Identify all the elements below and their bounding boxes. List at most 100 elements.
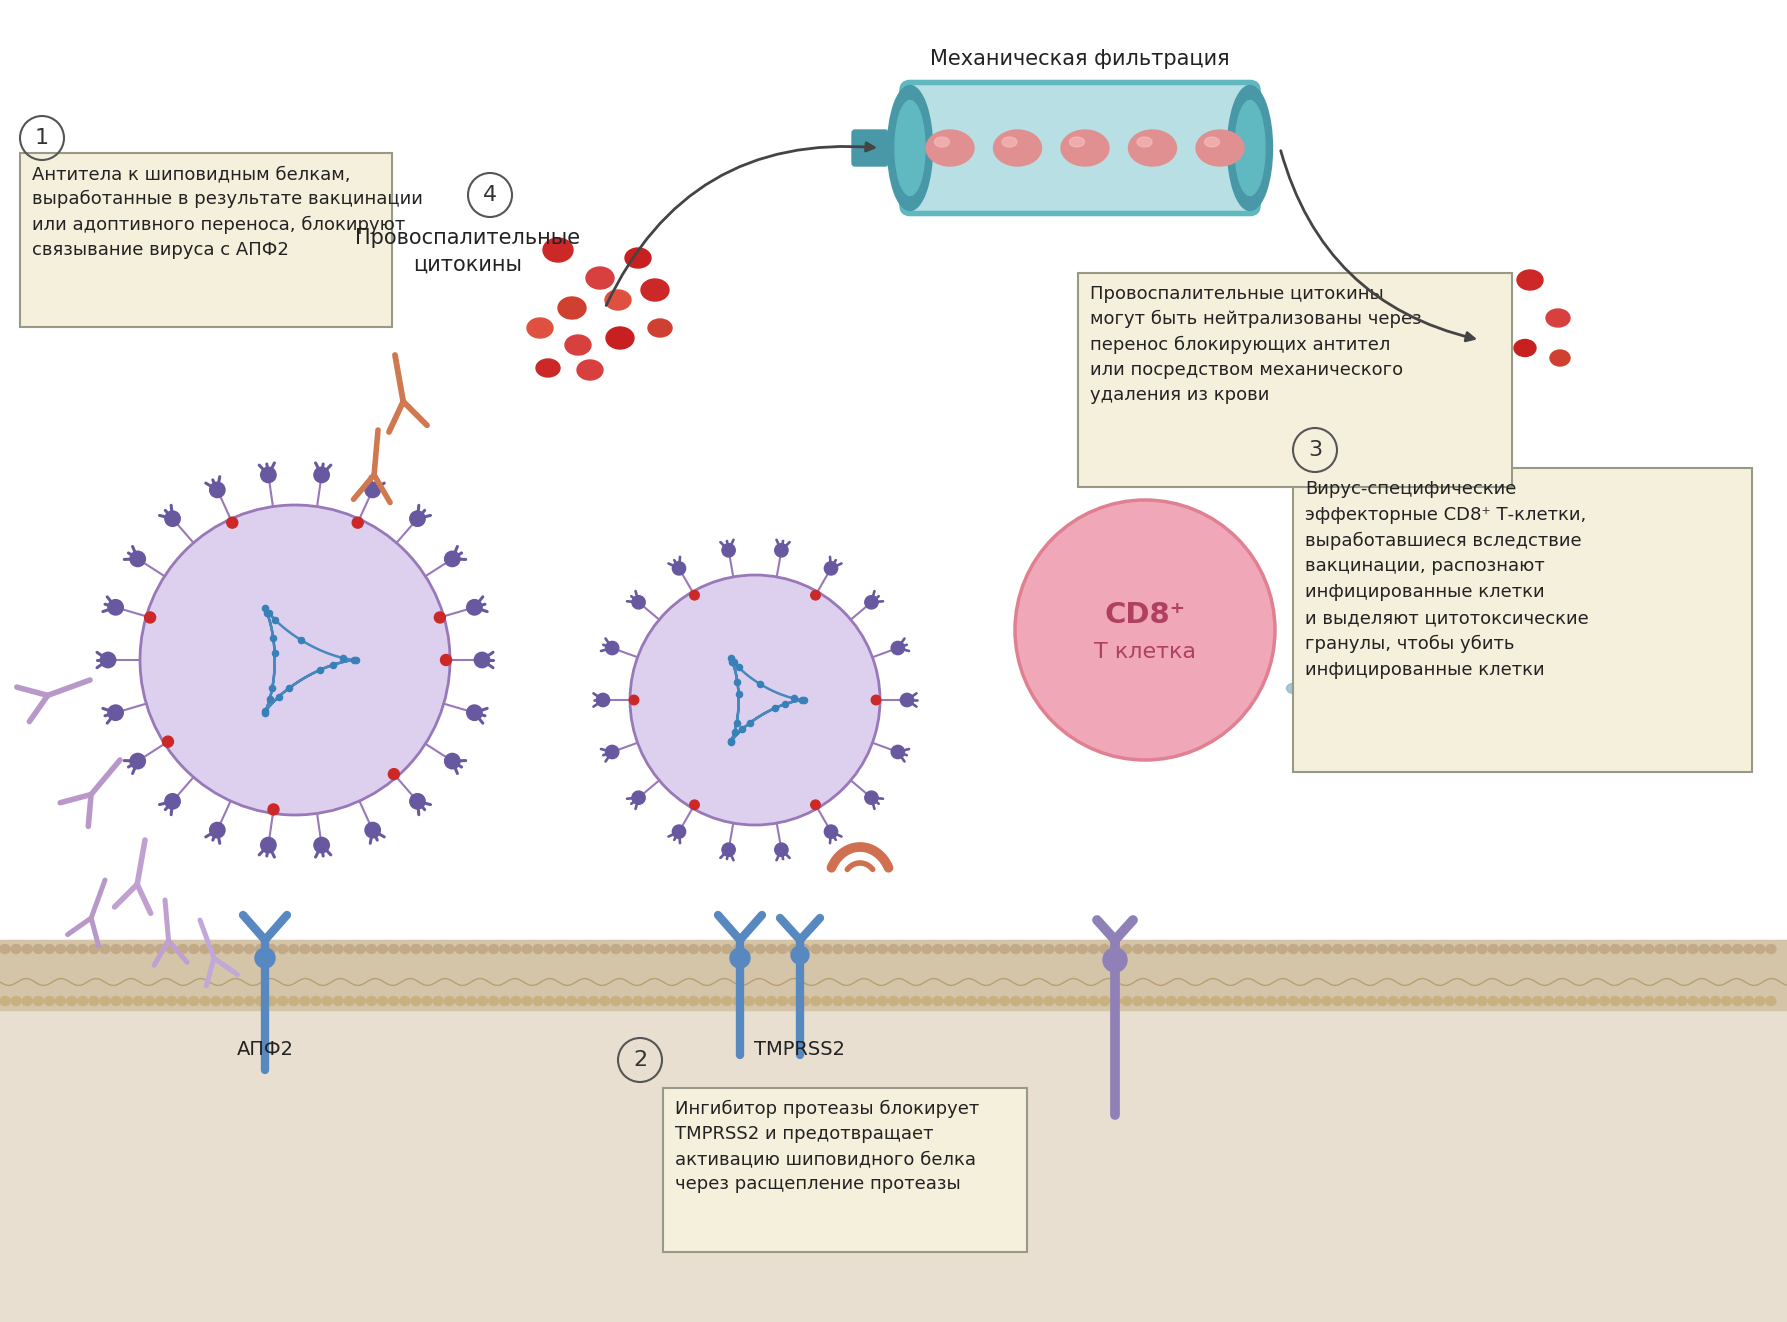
Ellipse shape <box>977 944 988 953</box>
Ellipse shape <box>34 997 43 1006</box>
Ellipse shape <box>1676 944 1687 953</box>
Ellipse shape <box>625 249 650 268</box>
Ellipse shape <box>189 944 198 953</box>
Ellipse shape <box>522 997 533 1006</box>
Ellipse shape <box>234 997 243 1006</box>
Circle shape <box>268 804 279 814</box>
Ellipse shape <box>911 997 920 1006</box>
Ellipse shape <box>954 997 965 1006</box>
Ellipse shape <box>311 944 322 953</box>
Ellipse shape <box>500 997 509 1006</box>
Ellipse shape <box>411 944 422 953</box>
FancyBboxPatch shape <box>1294 468 1751 772</box>
Ellipse shape <box>1633 997 1642 1006</box>
Point <box>718 652 747 673</box>
Ellipse shape <box>888 997 899 1006</box>
Ellipse shape <box>933 997 944 1006</box>
Ellipse shape <box>477 944 488 953</box>
Ellipse shape <box>1322 997 1331 1006</box>
Circle shape <box>811 800 820 809</box>
Ellipse shape <box>145 944 154 953</box>
Ellipse shape <box>1078 944 1086 953</box>
Text: 4: 4 <box>482 185 497 205</box>
Circle shape <box>1103 948 1128 972</box>
Point <box>286 629 315 650</box>
Ellipse shape <box>926 130 974 167</box>
Text: Антитела к шиповидным белкам,
выработанные в результате вакцинации
или адоптивно: Антитела к шиповидным белкам, выработанн… <box>32 165 424 259</box>
Point <box>341 649 370 670</box>
Ellipse shape <box>711 997 720 1006</box>
Ellipse shape <box>867 997 876 1006</box>
Circle shape <box>722 543 734 557</box>
Ellipse shape <box>533 997 543 1006</box>
Ellipse shape <box>1710 997 1721 1006</box>
Ellipse shape <box>1699 944 1708 953</box>
Ellipse shape <box>432 944 443 953</box>
Ellipse shape <box>1766 944 1776 953</box>
Circle shape <box>474 652 490 668</box>
Ellipse shape <box>1254 944 1265 953</box>
Ellipse shape <box>1144 944 1154 953</box>
Ellipse shape <box>1610 997 1621 1006</box>
Ellipse shape <box>1744 997 1753 1006</box>
Ellipse shape <box>843 944 854 953</box>
Ellipse shape <box>1078 997 1086 1006</box>
Ellipse shape <box>245 997 254 1006</box>
Ellipse shape <box>1287 683 1303 694</box>
Ellipse shape <box>1003 137 1017 147</box>
Ellipse shape <box>1689 997 1698 1006</box>
Ellipse shape <box>1410 944 1421 953</box>
Point <box>722 713 751 734</box>
Ellipse shape <box>488 944 499 953</box>
Text: TMPRSS2: TMPRSS2 <box>754 1040 845 1059</box>
Ellipse shape <box>677 944 688 953</box>
Ellipse shape <box>577 360 602 379</box>
Ellipse shape <box>432 997 443 1006</box>
Circle shape <box>466 600 482 615</box>
Ellipse shape <box>756 944 765 953</box>
Ellipse shape <box>600 997 609 1006</box>
Ellipse shape <box>189 997 198 1006</box>
Ellipse shape <box>788 997 799 1006</box>
Ellipse shape <box>1521 997 1531 1006</box>
Circle shape <box>631 575 879 825</box>
Ellipse shape <box>1340 568 1356 579</box>
Ellipse shape <box>733 997 743 1006</box>
Ellipse shape <box>867 944 876 953</box>
Ellipse shape <box>1044 997 1054 1006</box>
Ellipse shape <box>999 944 1010 953</box>
Ellipse shape <box>656 997 665 1006</box>
Circle shape <box>107 600 123 615</box>
Ellipse shape <box>1312 642 1330 653</box>
Ellipse shape <box>211 944 222 953</box>
Ellipse shape <box>1444 997 1455 1006</box>
Circle shape <box>315 837 329 853</box>
Ellipse shape <box>1599 997 1610 1006</box>
Circle shape <box>352 517 363 529</box>
Ellipse shape <box>1355 944 1365 953</box>
Point <box>340 649 368 670</box>
Text: Вирус-специфические
эффекторные CD8⁺ Т-клетки,
выработавшиеся вследствие
вакцина: Вирус-специфические эффекторные CD8⁺ Т-к… <box>1305 480 1589 678</box>
Ellipse shape <box>756 997 765 1006</box>
Ellipse shape <box>1544 997 1553 1006</box>
Ellipse shape <box>422 997 432 1006</box>
Ellipse shape <box>611 944 620 953</box>
Circle shape <box>606 641 618 654</box>
Ellipse shape <box>1333 997 1342 1006</box>
Ellipse shape <box>977 997 988 1006</box>
Ellipse shape <box>911 944 920 953</box>
Circle shape <box>722 843 734 857</box>
FancyBboxPatch shape <box>1078 274 1512 486</box>
Point <box>261 642 289 664</box>
Circle shape <box>409 793 425 809</box>
Text: Провоспалительные
цитокины: Провоспалительные цитокины <box>356 227 581 275</box>
Ellipse shape <box>511 944 520 953</box>
Ellipse shape <box>999 997 1010 1006</box>
Ellipse shape <box>55 997 66 1006</box>
Circle shape <box>690 800 699 809</box>
Ellipse shape <box>11 997 21 1006</box>
Ellipse shape <box>266 944 277 953</box>
Ellipse shape <box>1510 997 1521 1006</box>
Ellipse shape <box>1464 727 1485 742</box>
Ellipse shape <box>422 944 432 953</box>
